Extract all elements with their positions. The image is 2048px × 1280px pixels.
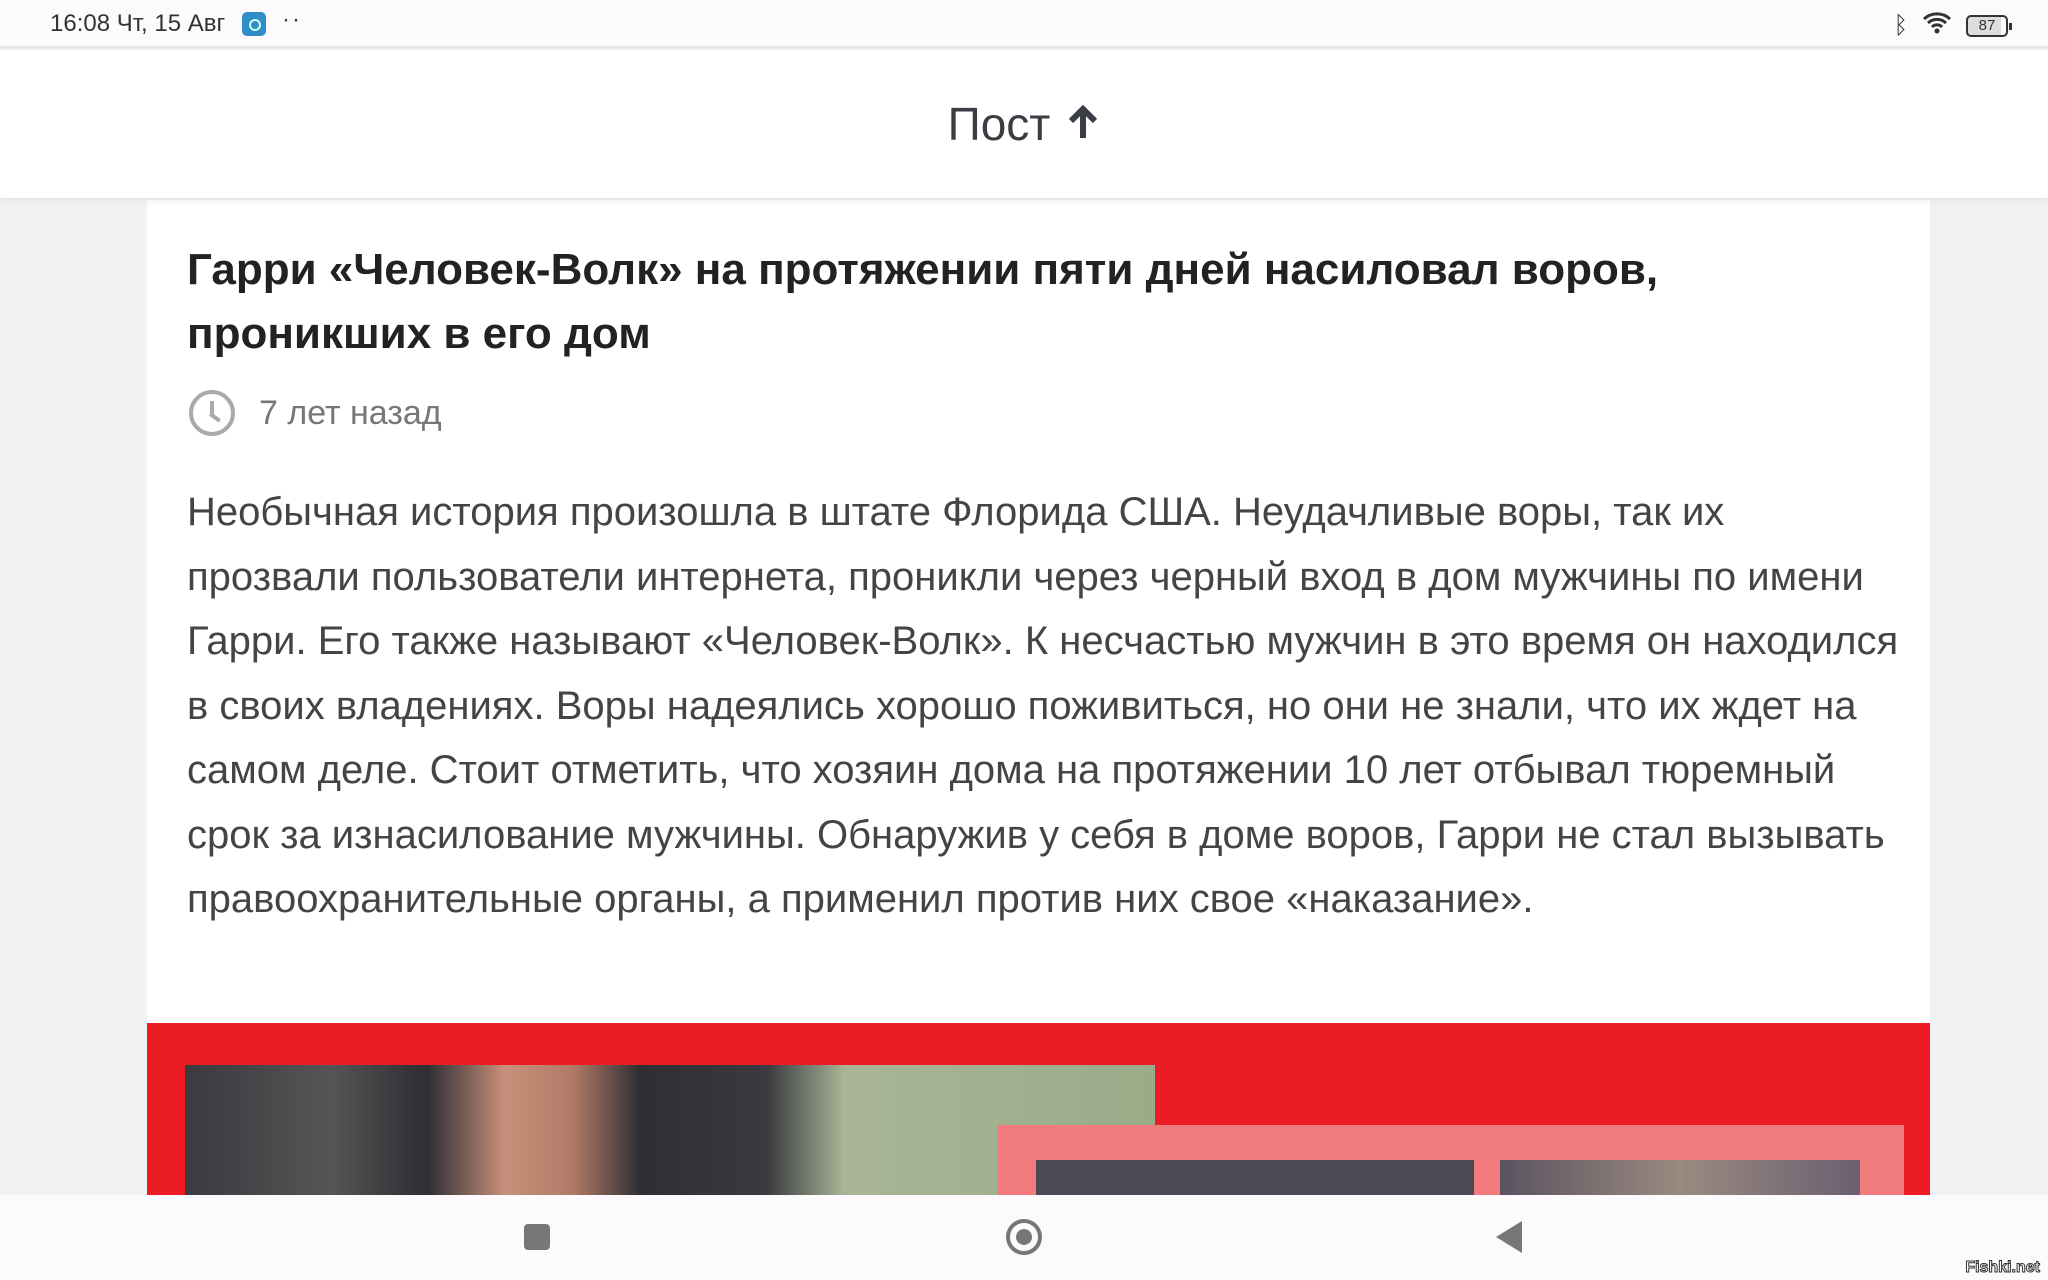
post-image[interactable]: [147, 1023, 1930, 1195]
post-time: 7 лет назад: [259, 393, 442, 432]
page-title: Пост: [947, 98, 1051, 150]
screenshot-icon: [242, 12, 266, 36]
post-meta: 7 лет назад: [189, 390, 442, 436]
post-card: Гарри «Человек-Волк» на протяжении пяти …: [147, 200, 1930, 1195]
watermark: Fishki.net: [1965, 1259, 2041, 1277]
battery-icon: 87: [1966, 14, 2012, 37]
status-time: 16:08 Чт, 15 Авг: [50, 10, 226, 37]
recents-button[interactable]: [524, 1224, 550, 1250]
photo-man: [185, 1065, 1155, 1195]
bluetooth-icon: ᛒ: [1893, 11, 1908, 39]
post-title: Гарри «Человек-Волк» на протяжении пяти …: [187, 245, 1659, 358]
clock-icon: [189, 390, 235, 436]
status-bar: 16:08 Чт, 15 Авг ·· ᛒ 87: [0, 0, 2048, 48]
page-header: Пост: [0, 50, 2048, 198]
wifi-icon: [1922, 10, 1952, 41]
arrow-up-icon[interactable]: [1066, 97, 1100, 151]
navigation-bar: Fishki.net: [0, 1195, 2048, 1280]
photo-thief-2: [1500, 1160, 1860, 1195]
more-dots-icon: ··: [282, 6, 302, 33]
home-button[interactable]: [1006, 1219, 1042, 1255]
photo-inset: [998, 1125, 1904, 1195]
back-button[interactable]: [1496, 1221, 1522, 1253]
photo-thief-1: [1036, 1160, 1474, 1195]
post-body: Необычная история произошла в штате Флор…: [187, 490, 1899, 921]
